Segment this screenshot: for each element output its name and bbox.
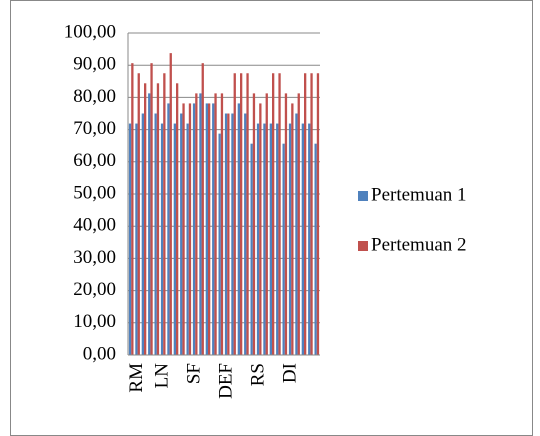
- bar: [316, 73, 320, 355]
- bar: [263, 123, 266, 355]
- y-tick-label: 70,00: [73, 118, 116, 139]
- bar: [310, 73, 313, 355]
- x-tick-label: RS: [248, 363, 269, 386]
- y-tick-label: 20,00: [73, 279, 116, 300]
- bar: [220, 93, 224, 355]
- bar: [195, 93, 198, 355]
- bar: [137, 73, 140, 355]
- bar: [240, 73, 243, 355]
- bar: [259, 103, 262, 355]
- bar: [269, 123, 272, 355]
- y-tick-label: 90,00: [73, 54, 116, 75]
- bar: [314, 143, 317, 355]
- bar: [237, 103, 240, 355]
- x-tick-label: DI: [280, 363, 301, 383]
- bar: [231, 113, 234, 355]
- bar: [188, 103, 192, 355]
- bar: [291, 103, 294, 355]
- bar: [167, 103, 170, 355]
- bar: [304, 73, 307, 355]
- bar: [282, 143, 285, 355]
- legend-swatch: [358, 191, 368, 201]
- bar: [131, 63, 134, 356]
- bar: [148, 93, 151, 355]
- y-tick-label: 30,00: [73, 247, 116, 268]
- bar: [169, 53, 172, 355]
- bar: [218, 133, 221, 355]
- bar: [186, 123, 189, 355]
- bar: [246, 73, 249, 355]
- bar: [284, 93, 288, 355]
- bar: [150, 63, 153, 356]
- x-tick-label: DEF: [216, 363, 237, 399]
- bar: [163, 73, 166, 355]
- bar: [173, 123, 176, 355]
- y-tick-label: 80,00: [73, 86, 116, 107]
- bar: [154, 113, 157, 355]
- bar: [233, 73, 236, 355]
- bar: [208, 103, 211, 355]
- bar: [301, 123, 304, 355]
- bar: [278, 73, 281, 355]
- bar: [192, 103, 196, 355]
- y-tick-label: 40,00: [73, 215, 116, 236]
- bar: [272, 73, 275, 355]
- bar: [265, 93, 268, 355]
- bar: [227, 113, 230, 355]
- legend-label: Pertemuan 1: [371, 184, 467, 205]
- legend-label: Pertemuan 2: [371, 234, 467, 255]
- bar: [212, 103, 215, 355]
- bar: [156, 83, 160, 356]
- bar: [128, 123, 132, 355]
- bar: [214, 93, 217, 355]
- y-tick-label: 0,00: [83, 343, 116, 364]
- bar: [201, 63, 204, 356]
- bar: [182, 103, 185, 355]
- bar: [205, 103, 208, 355]
- bar: [308, 123, 311, 355]
- x-tick-label: RM: [126, 363, 147, 393]
- y-tick-label: 10,00: [73, 311, 116, 332]
- bar: [252, 93, 256, 355]
- bar: [297, 93, 300, 355]
- bar: [160, 123, 164, 355]
- y-tick-label: 60,00: [73, 150, 116, 171]
- bar: [250, 143, 253, 355]
- bar: [256, 123, 260, 355]
- bar: [199, 93, 202, 355]
- bar: [276, 123, 279, 355]
- y-tick-label: 100,00: [64, 21, 116, 42]
- x-tick-label: LN: [152, 363, 173, 389]
- y-tick-label: 50,00: [73, 182, 116, 203]
- legend-swatch: [358, 241, 368, 251]
- bar: [224, 113, 228, 355]
- bar: [144, 83, 147, 356]
- bar: [176, 83, 179, 356]
- bar: [288, 123, 292, 355]
- bar: [141, 113, 144, 355]
- bar: [244, 113, 247, 355]
- bar: [180, 113, 183, 355]
- bar: [295, 113, 298, 355]
- bar: [135, 123, 138, 355]
- x-tick-label: SF: [184, 363, 205, 384]
